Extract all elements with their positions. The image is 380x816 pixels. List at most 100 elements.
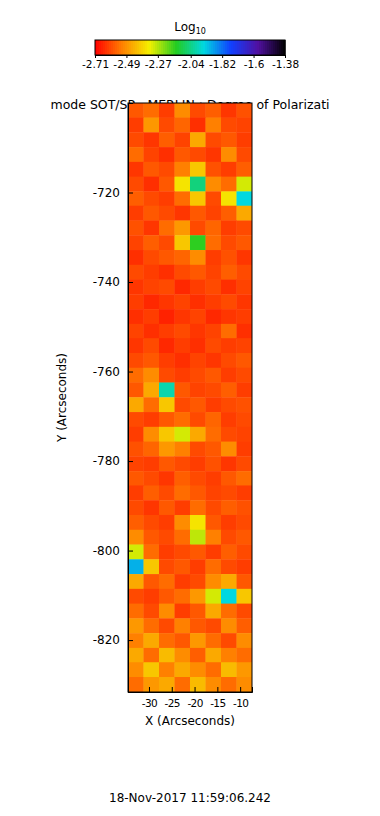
y-tick: -740	[93, 275, 133, 289]
heatmap-cell	[175, 485, 191, 500]
heatmap-cell	[237, 132, 253, 147]
heatmap-cell	[190, 633, 206, 648]
heatmap-cell	[144, 397, 160, 412]
heatmap-cell	[128, 103, 144, 118]
heatmap-cell	[144, 324, 160, 339]
heatmap	[128, 103, 252, 692]
heatmap-cell	[175, 368, 191, 383]
heatmap-cell	[190, 574, 206, 589]
heatmap-cell	[221, 132, 237, 147]
heatmap-cell	[221, 471, 237, 486]
heatmap-cell	[144, 132, 160, 147]
heatmap-cell	[206, 383, 222, 398]
heatmap-cell	[128, 383, 144, 398]
heatmap-cell	[221, 280, 237, 295]
heatmap-cell	[221, 309, 237, 324]
heatmap-cell	[206, 324, 222, 339]
heatmap-cell	[175, 559, 191, 574]
heatmap-cell	[190, 235, 206, 250]
heatmap-cell	[175, 294, 191, 309]
colorbar-tick-label: -1.6	[244, 58, 265, 70]
y-tick-label: -820	[93, 633, 120, 647]
heatmap-cell	[237, 662, 253, 677]
heatmap-cell	[206, 147, 222, 162]
heatmap-cell	[221, 456, 237, 471]
x-tick: -20	[187, 687, 202, 709]
heatmap-cell	[237, 103, 253, 118]
heatmap-cell	[159, 633, 175, 648]
heatmap-cell	[206, 103, 222, 118]
heatmap-cell	[221, 103, 237, 118]
heatmap-cell	[206, 677, 222, 692]
heatmap-cell	[144, 471, 160, 486]
heatmap-cell	[128, 677, 144, 692]
heatmap-cell	[221, 574, 237, 589]
heatmap-cell	[190, 559, 206, 574]
heatmap-cell	[159, 177, 175, 192]
heatmap-cell	[221, 162, 237, 177]
heatmap-cell	[237, 648, 253, 663]
heatmap-cell	[237, 250, 253, 265]
heatmap-cell	[190, 648, 206, 663]
heatmap-cell	[144, 604, 160, 619]
heatmap-cell	[144, 545, 160, 560]
heatmap-cell	[190, 309, 206, 324]
heatmap-cell	[237, 442, 253, 457]
heatmap-cell	[190, 353, 206, 368]
heatmap-cell	[190, 412, 206, 427]
heatmap-cell	[221, 265, 237, 280]
heatmap-cell	[206, 250, 222, 265]
x-tick-label: -30	[142, 697, 157, 709]
heatmap-cell	[128, 515, 144, 530]
heatmap-cell	[144, 235, 160, 250]
heatmap-cell	[206, 177, 222, 192]
heatmap-cell	[206, 648, 222, 663]
heatmap-cell	[159, 442, 175, 457]
heatmap-cell	[175, 324, 191, 339]
heatmap-cell	[175, 618, 191, 633]
heatmap-cell	[144, 206, 160, 221]
heatmap-cell	[206, 220, 222, 235]
x-tick-mark	[195, 687, 196, 692]
heatmap-cell	[221, 589, 237, 604]
heatmap-cell	[237, 324, 253, 339]
heatmap-cell	[237, 677, 253, 692]
heatmap-cell	[144, 338, 160, 353]
heatmap-cell	[128, 132, 144, 147]
heatmap-cell	[144, 162, 160, 177]
y-tick-mark	[128, 282, 133, 283]
heatmap-cell	[190, 220, 206, 235]
heatmap-cell	[206, 265, 222, 280]
heatmap-cell	[128, 220, 144, 235]
heatmap-cell	[144, 103, 160, 118]
heatmap-cell	[206, 589, 222, 604]
heatmap-cell	[144, 648, 160, 663]
heatmap-cell	[175, 412, 191, 427]
y-tick-mark	[128, 372, 133, 373]
heatmap-cell	[190, 177, 206, 192]
heatmap-cell	[159, 324, 175, 339]
heatmap-cell	[175, 191, 191, 206]
heatmap-cell	[128, 604, 144, 619]
heatmap-cell	[206, 545, 222, 560]
heatmap-cell	[159, 147, 175, 162]
x-tick: -25	[165, 687, 180, 709]
heatmap-cell	[159, 294, 175, 309]
heatmap-cell	[159, 265, 175, 280]
heatmap-cell	[190, 530, 206, 545]
heatmap-cell	[206, 353, 222, 368]
y-tick-mark	[128, 461, 133, 462]
heatmap-cell	[206, 515, 222, 530]
colorbar-tick: -2.27	[145, 55, 172, 70]
heatmap-cell	[206, 662, 222, 677]
heatmap-cell	[237, 206, 253, 221]
heatmap-cell	[144, 515, 160, 530]
y-tick: -780	[93, 454, 133, 468]
heatmap-cell	[237, 280, 253, 295]
heatmap-cell	[128, 177, 144, 192]
y-tick: -720	[93, 186, 133, 200]
heatmap-cell	[128, 574, 144, 589]
heatmap-cell	[190, 456, 206, 471]
heatmap-cell	[175, 103, 191, 118]
heatmap-cell	[128, 442, 144, 457]
